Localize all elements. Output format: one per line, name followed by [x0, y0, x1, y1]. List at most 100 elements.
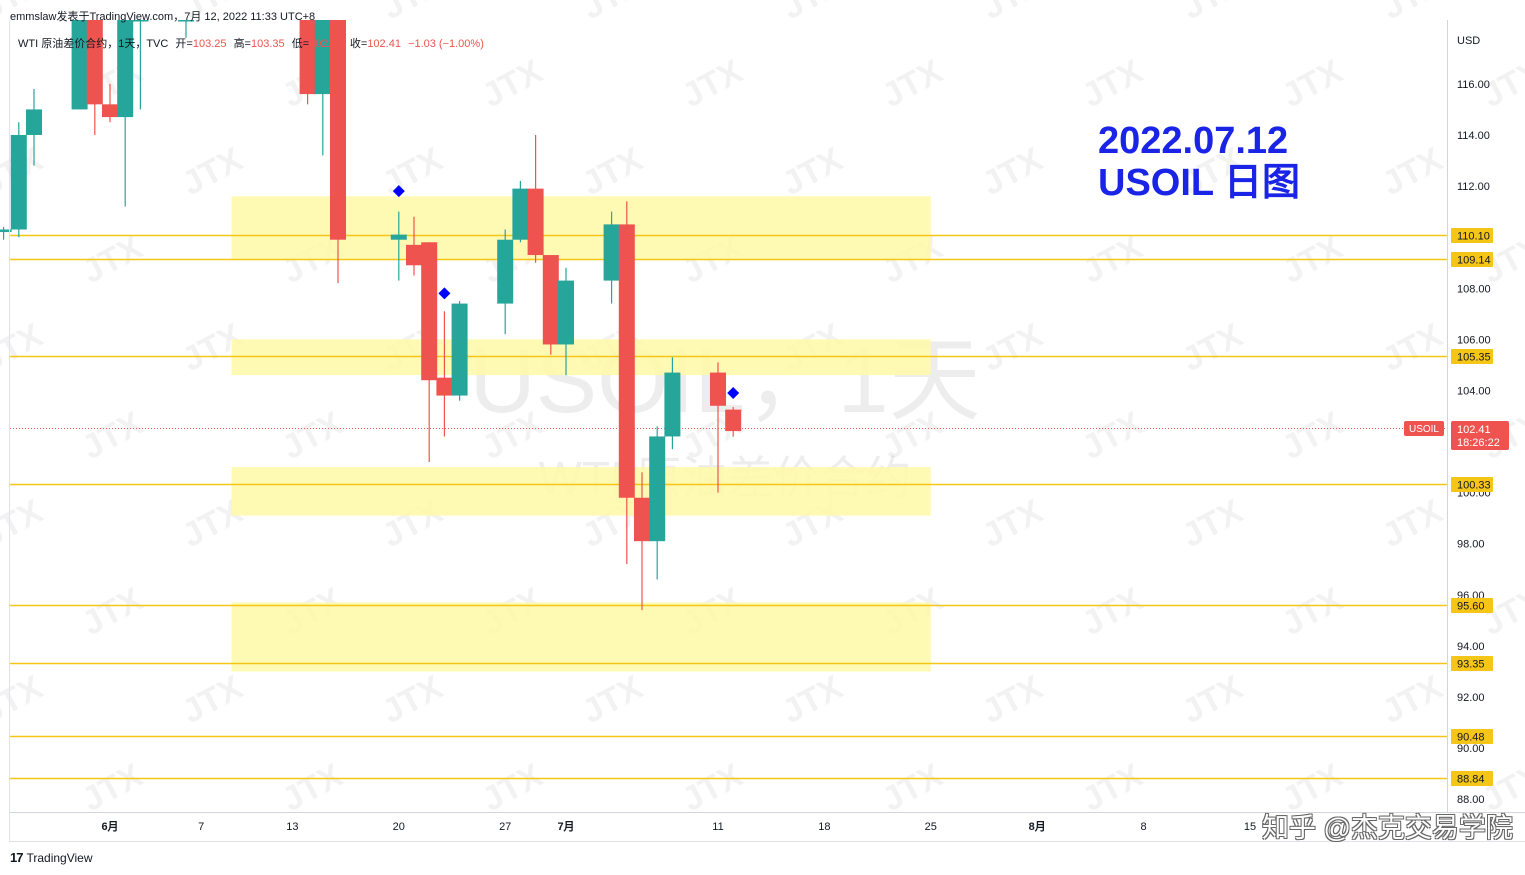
jtx-watermark: JTX	[1076, 52, 1149, 115]
signal-diamond-marker	[392, 185, 405, 198]
candle[interactable]	[451, 301, 468, 401]
time-tick: 8月	[1029, 820, 1046, 833]
price-tick: 88.00	[1457, 794, 1485, 806]
legend-symbol: WTI 原油差价合约，1天，TVC	[18, 38, 169, 50]
price-tick: 104.00	[1457, 385, 1491, 397]
candle-body	[314, 20, 331, 95]
jtx-watermark: JTX	[576, 0, 649, 27]
candle[interactable]	[132, 20, 149, 110]
legend-high-label: 高=	[233, 38, 251, 50]
candle[interactable]	[542, 255, 559, 355]
candle-body	[102, 104, 118, 118]
candle-body	[512, 188, 529, 240]
level-label-box	[1451, 228, 1493, 243]
jtx-watermark: JTX	[0, 668, 49, 731]
candle[interactable]	[710, 362, 726, 493]
jtx-watermark: JTX	[176, 668, 249, 731]
jtx-watermark: JTX	[876, 756, 949, 819]
candle[interactable]	[314, 20, 331, 156]
candle[interactable]	[634, 472, 650, 611]
jtx-watermark: JTX	[376, 140, 449, 203]
candle[interactable]	[436, 311, 453, 437]
jtx-watermark: JTX	[1076, 404, 1149, 467]
price-tag-value: 102.41	[1457, 424, 1491, 436]
jtx-watermark: JTX	[0, 492, 49, 555]
candle[interactable]	[86, 20, 103, 135]
candle[interactable]	[603, 211, 620, 304]
legend-low: 102.19	[309, 38, 343, 50]
candle[interactable]	[26, 88, 42, 166]
level-label-box	[1451, 598, 1493, 613]
zone-4	[231, 602, 931, 672]
candle[interactable]	[10, 122, 27, 238]
candle[interactable]	[178, 20, 194, 38]
signal-diamond-marker	[438, 287, 451, 300]
candle-body	[0, 229, 12, 233]
publish-credit: emmslaw发表于TradingView.com，7月 12, 2022 11…	[10, 11, 316, 23]
jtx-watermark: JTX	[1176, 0, 1249, 27]
price-tick: 92.00	[1457, 692, 1485, 704]
jtx-watermark: JTX	[676, 756, 749, 819]
jtx-watermark: JTX	[1376, 140, 1449, 203]
candle[interactable]	[664, 357, 681, 450]
level-label: 93.35	[1457, 659, 1485, 671]
jtx-watermark: JTX	[776, 140, 849, 203]
symbol-tag-label: USOIL	[1409, 424, 1439, 435]
jtx-watermark: JTX	[1376, 668, 1449, 731]
candle[interactable]	[117, 20, 134, 207]
candle[interactable]	[299, 20, 316, 105]
candle-body	[664, 372, 681, 437]
tradingview-logo-icon: 17	[10, 850, 24, 865]
jtx-watermark: JTX	[376, 0, 449, 27]
candle[interactable]	[390, 211, 407, 281]
price-tick: 116.00	[1457, 79, 1490, 91]
candle[interactable]	[725, 407, 742, 437]
signal-diamond-marker	[727, 387, 740, 400]
last-price-tag: USOIL 102.41 18:26:22	[1404, 421, 1509, 450]
jtx-watermark: JTX	[0, 316, 49, 379]
candle[interactable]	[71, 20, 88, 110]
candle-body	[390, 234, 407, 240]
candle-body	[71, 20, 88, 110]
candle[interactable]	[330, 20, 346, 284]
candle[interactable]	[102, 83, 118, 123]
jtx-watermark: JTX	[1176, 316, 1249, 379]
level-label: 110.10	[1457, 231, 1490, 243]
jtx-watermark: JTX	[776, 0, 849, 27]
candle-body	[10, 134, 27, 230]
chart-annotation: 2022.07.12 USOIL 日图	[1098, 120, 1300, 204]
jtx-watermark: JTX	[176, 140, 249, 203]
legend-change: −1.03 (−1.00%)	[408, 38, 484, 50]
candle[interactable]	[527, 134, 544, 263]
candlestick-series[interactable]	[0, 20, 742, 611]
price-tag-countdown: 18:26:22	[1457, 437, 1500, 449]
candle[interactable]	[0, 226, 12, 240]
level-label-box	[1451, 771, 1493, 786]
candle-body	[634, 497, 650, 542]
candle[interactable]	[618, 201, 635, 565]
candle[interactable]	[497, 229, 514, 335]
jtx-watermark: JTX	[76, 756, 149, 819]
horizontal-levels[interactable]	[10, 234, 1447, 780]
candle[interactable]	[406, 216, 422, 276]
jtx-watermark: JTX	[476, 52, 549, 115]
time-tick: 7	[198, 821, 204, 833]
tradingview-logo[interactable]: 17 TradingView	[10, 850, 93, 865]
time-tick: 20	[393, 821, 405, 833]
level-label: 88.84	[1457, 774, 1485, 786]
jtx-watermark: JTX	[876, 52, 949, 115]
candle[interactable]	[421, 242, 438, 462]
candle-body	[603, 224, 620, 281]
symbol-legend[interactable]: WTI 原油差价合约，1天，TVC 开=103.25 高=103.35 低=10…	[18, 35, 484, 51]
price-tag-box	[1451, 421, 1509, 450]
candle-body	[725, 409, 742, 432]
time-axis-ticks: 6月 7 13 20 27 7月 11 18 25 8月 8 15	[101, 820, 1256, 833]
candle[interactable]	[649, 426, 666, 580]
jtx-watermark: JTX	[1076, 580, 1149, 643]
candle[interactable]	[558, 267, 574, 376]
price-tick: 108.00	[1457, 283, 1491, 295]
candle[interactable]	[512, 180, 529, 243]
time-tick: 11	[712, 821, 723, 833]
jtx-watermark: JTX	[976, 316, 1049, 379]
